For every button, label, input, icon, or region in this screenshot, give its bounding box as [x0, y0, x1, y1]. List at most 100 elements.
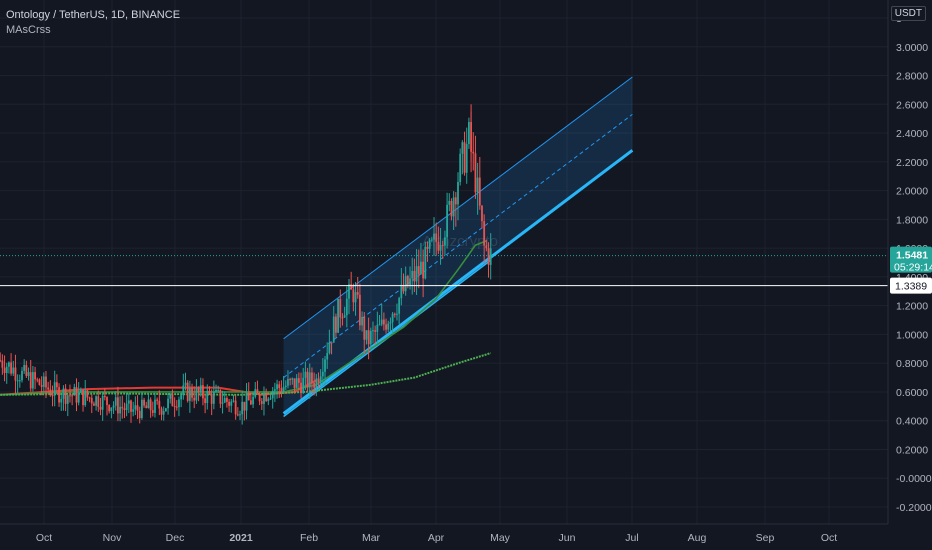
- channel-lower-line[interactable]: [282, 149, 634, 415]
- candle-body: [239, 414, 241, 416]
- candle-body: [483, 221, 486, 246]
- candle-body: [380, 319, 383, 325]
- candle-body: [23, 365, 26, 371]
- symbol-title[interactable]: Ontology / TetherUS, 1D, BINANCE: [6, 9, 181, 21]
- price-tick-label: 1.2000: [896, 301, 928, 313]
- candle-body: [14, 367, 17, 381]
- candle-body: [173, 406, 176, 408]
- candle-body: [433, 233, 435, 240]
- candle-body: [468, 122, 470, 145]
- candle-body: [276, 384, 278, 390]
- candle-body: [8, 362, 10, 367]
- candle-body: [465, 144, 468, 173]
- candle-body: [47, 387, 50, 390]
- candle-body: [374, 330, 377, 332]
- candle-body: [226, 398, 228, 402]
- candle-body: [188, 388, 191, 401]
- candle-body: [415, 266, 418, 282]
- candle-body: [178, 399, 180, 408]
- price-tick-label: 0.2000: [896, 444, 928, 456]
- channel-mid-line[interactable]: [283, 113, 633, 378]
- candle-body: [489, 248, 492, 265]
- candle-body: [341, 317, 344, 319]
- candle-body: [365, 330, 368, 340]
- ma-long-line: [0, 352, 491, 396]
- candle-body: [21, 370, 23, 381]
- candle-body: [156, 399, 159, 401]
- candle-body: [269, 398, 272, 400]
- candle-body: [180, 394, 183, 400]
- currency-badge[interactable]: USDT: [890, 6, 926, 21]
- time-tick-label: Jul: [625, 532, 638, 544]
- time-axis[interactable]: Oct Nov Dec 2021 Feb Mar Apr May Jun Jul Aug Sep Oct: [0, 523, 932, 550]
- candle-body: [45, 376, 47, 388]
- candle-body: [29, 372, 32, 389]
- price-axis[interactable]: 33.00002.80002.60002.40002.20002.00001.8…: [887, 0, 932, 550]
- candle-body: [278, 384, 281, 389]
- price-tick-label: 2.4000: [896, 128, 928, 140]
- candle-body: [289, 379, 292, 381]
- candle-body: [402, 284, 405, 292]
- candle-body: [58, 387, 60, 403]
- price-tick-label: 2.0000: [896, 186, 928, 198]
- candle-body: [324, 359, 326, 372]
- countdown-text: 05:29:14: [894, 262, 932, 274]
- candle-body: [145, 405, 148, 409]
- candle-body: [337, 298, 339, 333]
- candlesticks: [0, 104, 492, 425]
- candle-body: [282, 387, 285, 392]
- candle-body: [212, 391, 215, 404]
- candle-body: [472, 151, 475, 154]
- candle-body: [136, 405, 139, 411]
- candle-body: [171, 394, 174, 407]
- time-tick-label: Nov: [103, 532, 122, 544]
- candle-body: [454, 197, 457, 205]
- candle-body: [82, 389, 84, 406]
- candle-body: [391, 313, 394, 323]
- candle-body: [141, 399, 143, 419]
- candle-body: [112, 405, 115, 408]
- candle-body: [151, 410, 154, 413]
- price-tick-label: 2.2000: [896, 157, 928, 169]
- candle-body: [411, 270, 414, 279]
- candle-body: [106, 397, 108, 405]
- time-tick-label: Dec: [166, 532, 185, 544]
- candle-body: [335, 316, 337, 333]
- candle-body: [271, 390, 274, 399]
- candle-body: [487, 248, 490, 265]
- hline-price-tag: [890, 277, 932, 294]
- candle-body: [32, 372, 34, 389]
- candle-body: [400, 284, 403, 299]
- candle-body: [167, 398, 169, 409]
- candle-body: [250, 400, 252, 405]
- candle-body: [367, 330, 370, 345]
- candle-body: [326, 353, 329, 360]
- candle-body: [263, 392, 265, 404]
- candle-body: [119, 406, 121, 414]
- candle-body: [461, 142, 464, 154]
- candle-body: [435, 233, 438, 242]
- candle-body: [186, 382, 189, 401]
- hline-price-text: 1.3389: [895, 281, 927, 293]
- candle-body: [18, 380, 21, 382]
- candle-body: [53, 382, 56, 396]
- candle-body: [387, 323, 390, 330]
- candle-body: [195, 387, 198, 401]
- candle-body: [450, 200, 453, 217]
- horizontal-line-drawing[interactable]: [0, 255, 888, 287]
- candle-body: [219, 389, 222, 404]
- regression-channel[interactable]: [282, 76, 634, 418]
- last-price-tag: [890, 246, 932, 273]
- candle-body: [132, 409, 135, 412]
- candle-body: [448, 200, 451, 205]
- candle-body: [343, 315, 346, 318]
- candle-body: [66, 395, 69, 404]
- candle-body: [69, 395, 71, 397]
- candle-body: [34, 372, 36, 380]
- candle-body: [385, 324, 387, 330]
- time-tick-label: 2021: [229, 532, 253, 544]
- candle-body: [260, 401, 263, 404]
- indicator-label[interactable]: MAsCrss: [6, 24, 51, 36]
- candle-body: [154, 399, 156, 413]
